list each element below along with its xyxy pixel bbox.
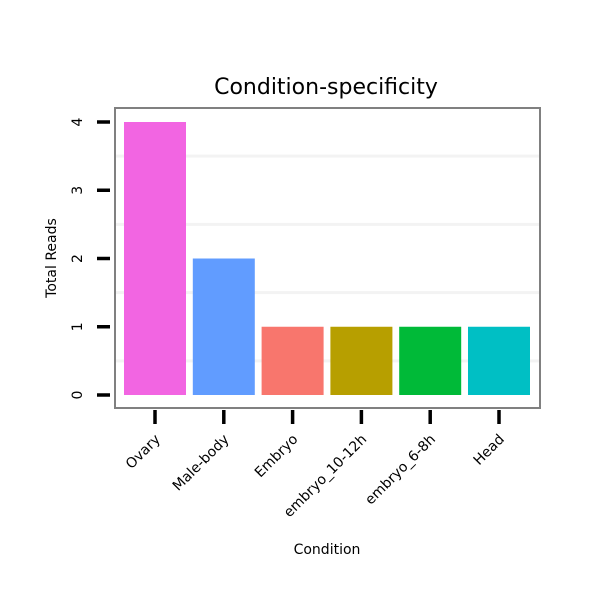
x-tick-label: Male-body [170,432,233,495]
x-axis: Ovary Male-body Embryoembryo_10-12hembryo_… [123,410,508,521]
x-axis-label: Condition [294,542,361,558]
x-tick-label: Ovary [123,432,164,473]
y-tick-label: 1 [70,322,86,331]
y-axis: 0 1 2 3 4 [70,117,110,399]
x-tick-label: Embryo [252,432,301,481]
bar [468,326,530,395]
plot-frame [114,107,541,409]
y-axis-label: Total Reads [44,218,60,299]
y-tick-label: 4 [70,117,86,126]
bars [124,122,530,395]
bar [124,122,186,395]
bar [192,258,255,395]
bar [399,326,462,395]
chart-title: Condition-specificity [214,75,438,100]
bar [330,326,393,395]
x-tick-label: embryo_6-8h [362,432,439,509]
bar [261,326,324,395]
y-tick-label: 3 [70,186,86,195]
y-tick-label: 0 [70,391,86,400]
y-tick-label: 2 [70,254,86,263]
x-tick-label: Head [471,432,508,469]
